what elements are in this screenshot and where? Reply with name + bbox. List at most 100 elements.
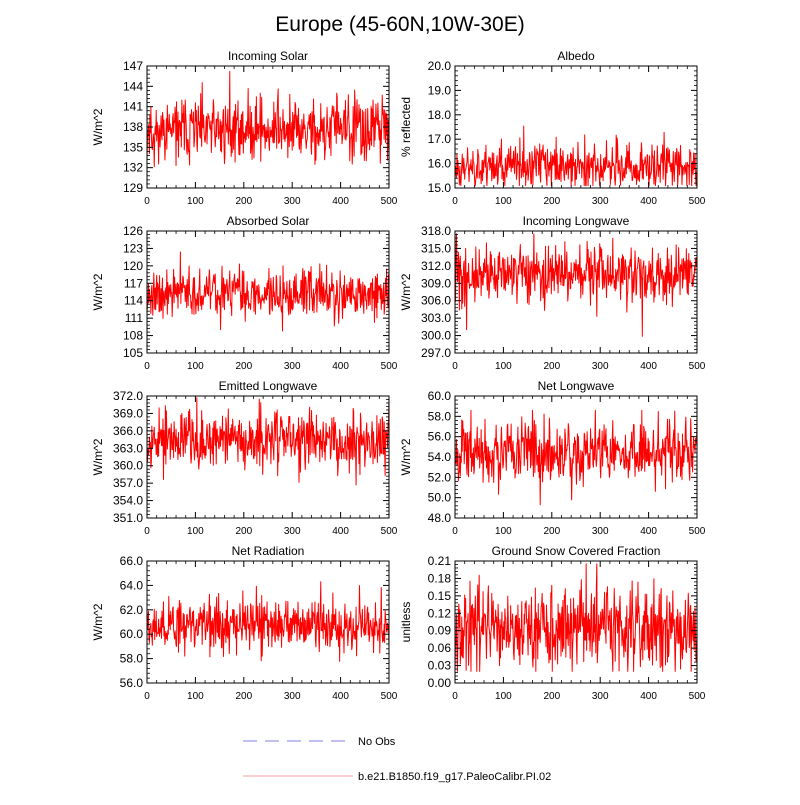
y-tick-label: 48.0 [428, 511, 452, 525]
y-tick-label: 0.15 [428, 589, 452, 603]
y-tick-label: 52.0 [428, 470, 452, 484]
x-tick-label: 200 [235, 196, 252, 207]
x-tick-label: 0 [452, 691, 458, 702]
x-tick-label: 400 [640, 526, 657, 537]
y-tick-label: 357.0 [113, 476, 143, 490]
x-tick-label: 300 [284, 526, 301, 537]
x-tick-label: 200 [235, 361, 252, 372]
y-tick-label: 372.0 [113, 389, 143, 403]
x-tick-label: 400 [332, 196, 349, 207]
x-tick-label: 500 [381, 196, 398, 207]
series-line [146, 581, 390, 662]
panel-title: Albedo [557, 49, 595, 63]
y-tick-label: 117 [124, 276, 143, 290]
x-tick-label: 300 [592, 361, 609, 372]
y-tick-label: 0.18 [428, 571, 452, 585]
y-axis-label: W/m^2 [91, 438, 105, 475]
y-tick-label: 16.0 [428, 157, 452, 171]
y-tick-label: 144 [123, 79, 143, 93]
series-line [146, 251, 390, 332]
y-tick-label: 300.0 [421, 329, 451, 343]
y-tick-label: 60.0 [120, 627, 144, 641]
y-tick-label: 0.06 [428, 641, 452, 655]
y-axis-label: W/m^2 [91, 603, 105, 640]
y-axis-label: % reflected [399, 97, 413, 157]
y-tick-label: 58.0 [120, 652, 144, 666]
y-axis-label: unitless [399, 602, 413, 643]
panel-albedo: Albedo 15.0 16.0 17.0 18.0 19.0 20.0 0 100 200 300… [399, 49, 706, 207]
x-tick-label: 500 [381, 361, 398, 372]
panel-title: Emitted Longwave [219, 379, 318, 393]
y-tick-label: 66.0 [120, 554, 144, 568]
x-tick-label: 100 [187, 691, 204, 702]
y-tick-label: 50.0 [428, 491, 452, 505]
x-tick-label: 500 [689, 691, 706, 702]
y-tick-label: 108 [123, 329, 143, 343]
y-tick-label: 19.0 [428, 83, 452, 97]
y-tick-label: 20.0 [428, 59, 452, 73]
series-line [146, 397, 390, 486]
panel-title: Net Radiation [232, 544, 305, 558]
y-tick-label: 363.0 [113, 441, 143, 455]
x-tick-label: 200 [235, 526, 252, 537]
plot-frame [146, 395, 390, 519]
y-tick-label: 0.03 [428, 659, 452, 673]
x-tick-label: 100 [187, 361, 204, 372]
panel-title: Incoming Longwave [523, 214, 630, 228]
x-tick-label: 500 [689, 361, 706, 372]
y-tick-label: 141 [123, 100, 143, 114]
y-axis-label: W/m^2 [91, 273, 105, 310]
y-tick-label: 297.0 [421, 346, 451, 360]
x-tick-label: 200 [543, 526, 560, 537]
y-tick-label: 123 [123, 241, 143, 255]
y-tick-label: 17.0 [428, 132, 452, 146]
series-line [454, 563, 698, 672]
panel-ground-snow-covered-fraction: Ground Snow Covered Fraction 0.00 0.03 0.06… [399, 544, 706, 702]
y-tick-label: 366.0 [113, 424, 143, 438]
x-tick-label: 300 [284, 361, 301, 372]
y-axis-label: W/m^2 [91, 108, 105, 145]
x-tick-label: 100 [495, 196, 512, 207]
x-tick-label: 300 [592, 691, 609, 702]
x-tick-label: 0 [452, 361, 458, 372]
x-tick-label: 500 [689, 196, 706, 207]
y-axis-label: W/m^2 [399, 438, 413, 475]
plot-frame [146, 230, 390, 354]
x-tick-label: 400 [640, 691, 657, 702]
x-tick-label: 0 [452, 526, 458, 537]
x-tick-label: 300 [284, 691, 301, 702]
plot-frame [454, 560, 698, 684]
y-tick-label: 120 [123, 259, 143, 273]
y-tick-label: 18.0 [428, 108, 452, 122]
x-tick-label: 200 [235, 691, 252, 702]
y-tick-label: 309.0 [421, 276, 451, 290]
x-tick-label: 300 [592, 196, 609, 207]
panel-net-longwave: Net Longwave 48.0 50.0 52.0 54.0 56.0 58.0 60.0… [399, 379, 706, 537]
y-tick-label: 15.0 [428, 181, 452, 195]
x-tick-label: 0 [144, 361, 150, 372]
y-tick-label: 62.0 [120, 603, 144, 617]
x-tick-label: 500 [689, 526, 706, 537]
x-tick-label: 100 [495, 526, 512, 537]
x-tick-label: 300 [592, 526, 609, 537]
y-tick-label: 60.0 [428, 389, 452, 403]
x-tick-label: 300 [284, 196, 301, 207]
x-tick-label: 100 [495, 361, 512, 372]
y-tick-label: 0.00 [428, 676, 452, 690]
panel-group: Incoming Solar 129 132 135 138 141 144 147 0 100 2… [91, 49, 706, 702]
y-tick-label: 132 [123, 161, 143, 175]
plot-frame [454, 65, 698, 189]
x-tick-label: 100 [187, 196, 204, 207]
panel-net-radiation: Net Radiation 56.0 58.0 60.0 62.0 64.0 66.0 0 10… [91, 544, 398, 702]
panel-title: Ground Snow Covered Fraction [492, 544, 661, 558]
y-tick-label: 303.0 [421, 311, 451, 325]
x-tick-label: 200 [543, 361, 560, 372]
legend: No Obs b.e21.B1850.f19_g17.PaleoCalibr.P… [243, 736, 551, 783]
panel-title: Net Longwave [538, 379, 615, 393]
y-tick-label: 56.0 [120, 676, 144, 690]
y-tick-label: 351.0 [113, 511, 143, 525]
x-tick-label: 100 [495, 691, 512, 702]
plot-frame [454, 230, 698, 354]
